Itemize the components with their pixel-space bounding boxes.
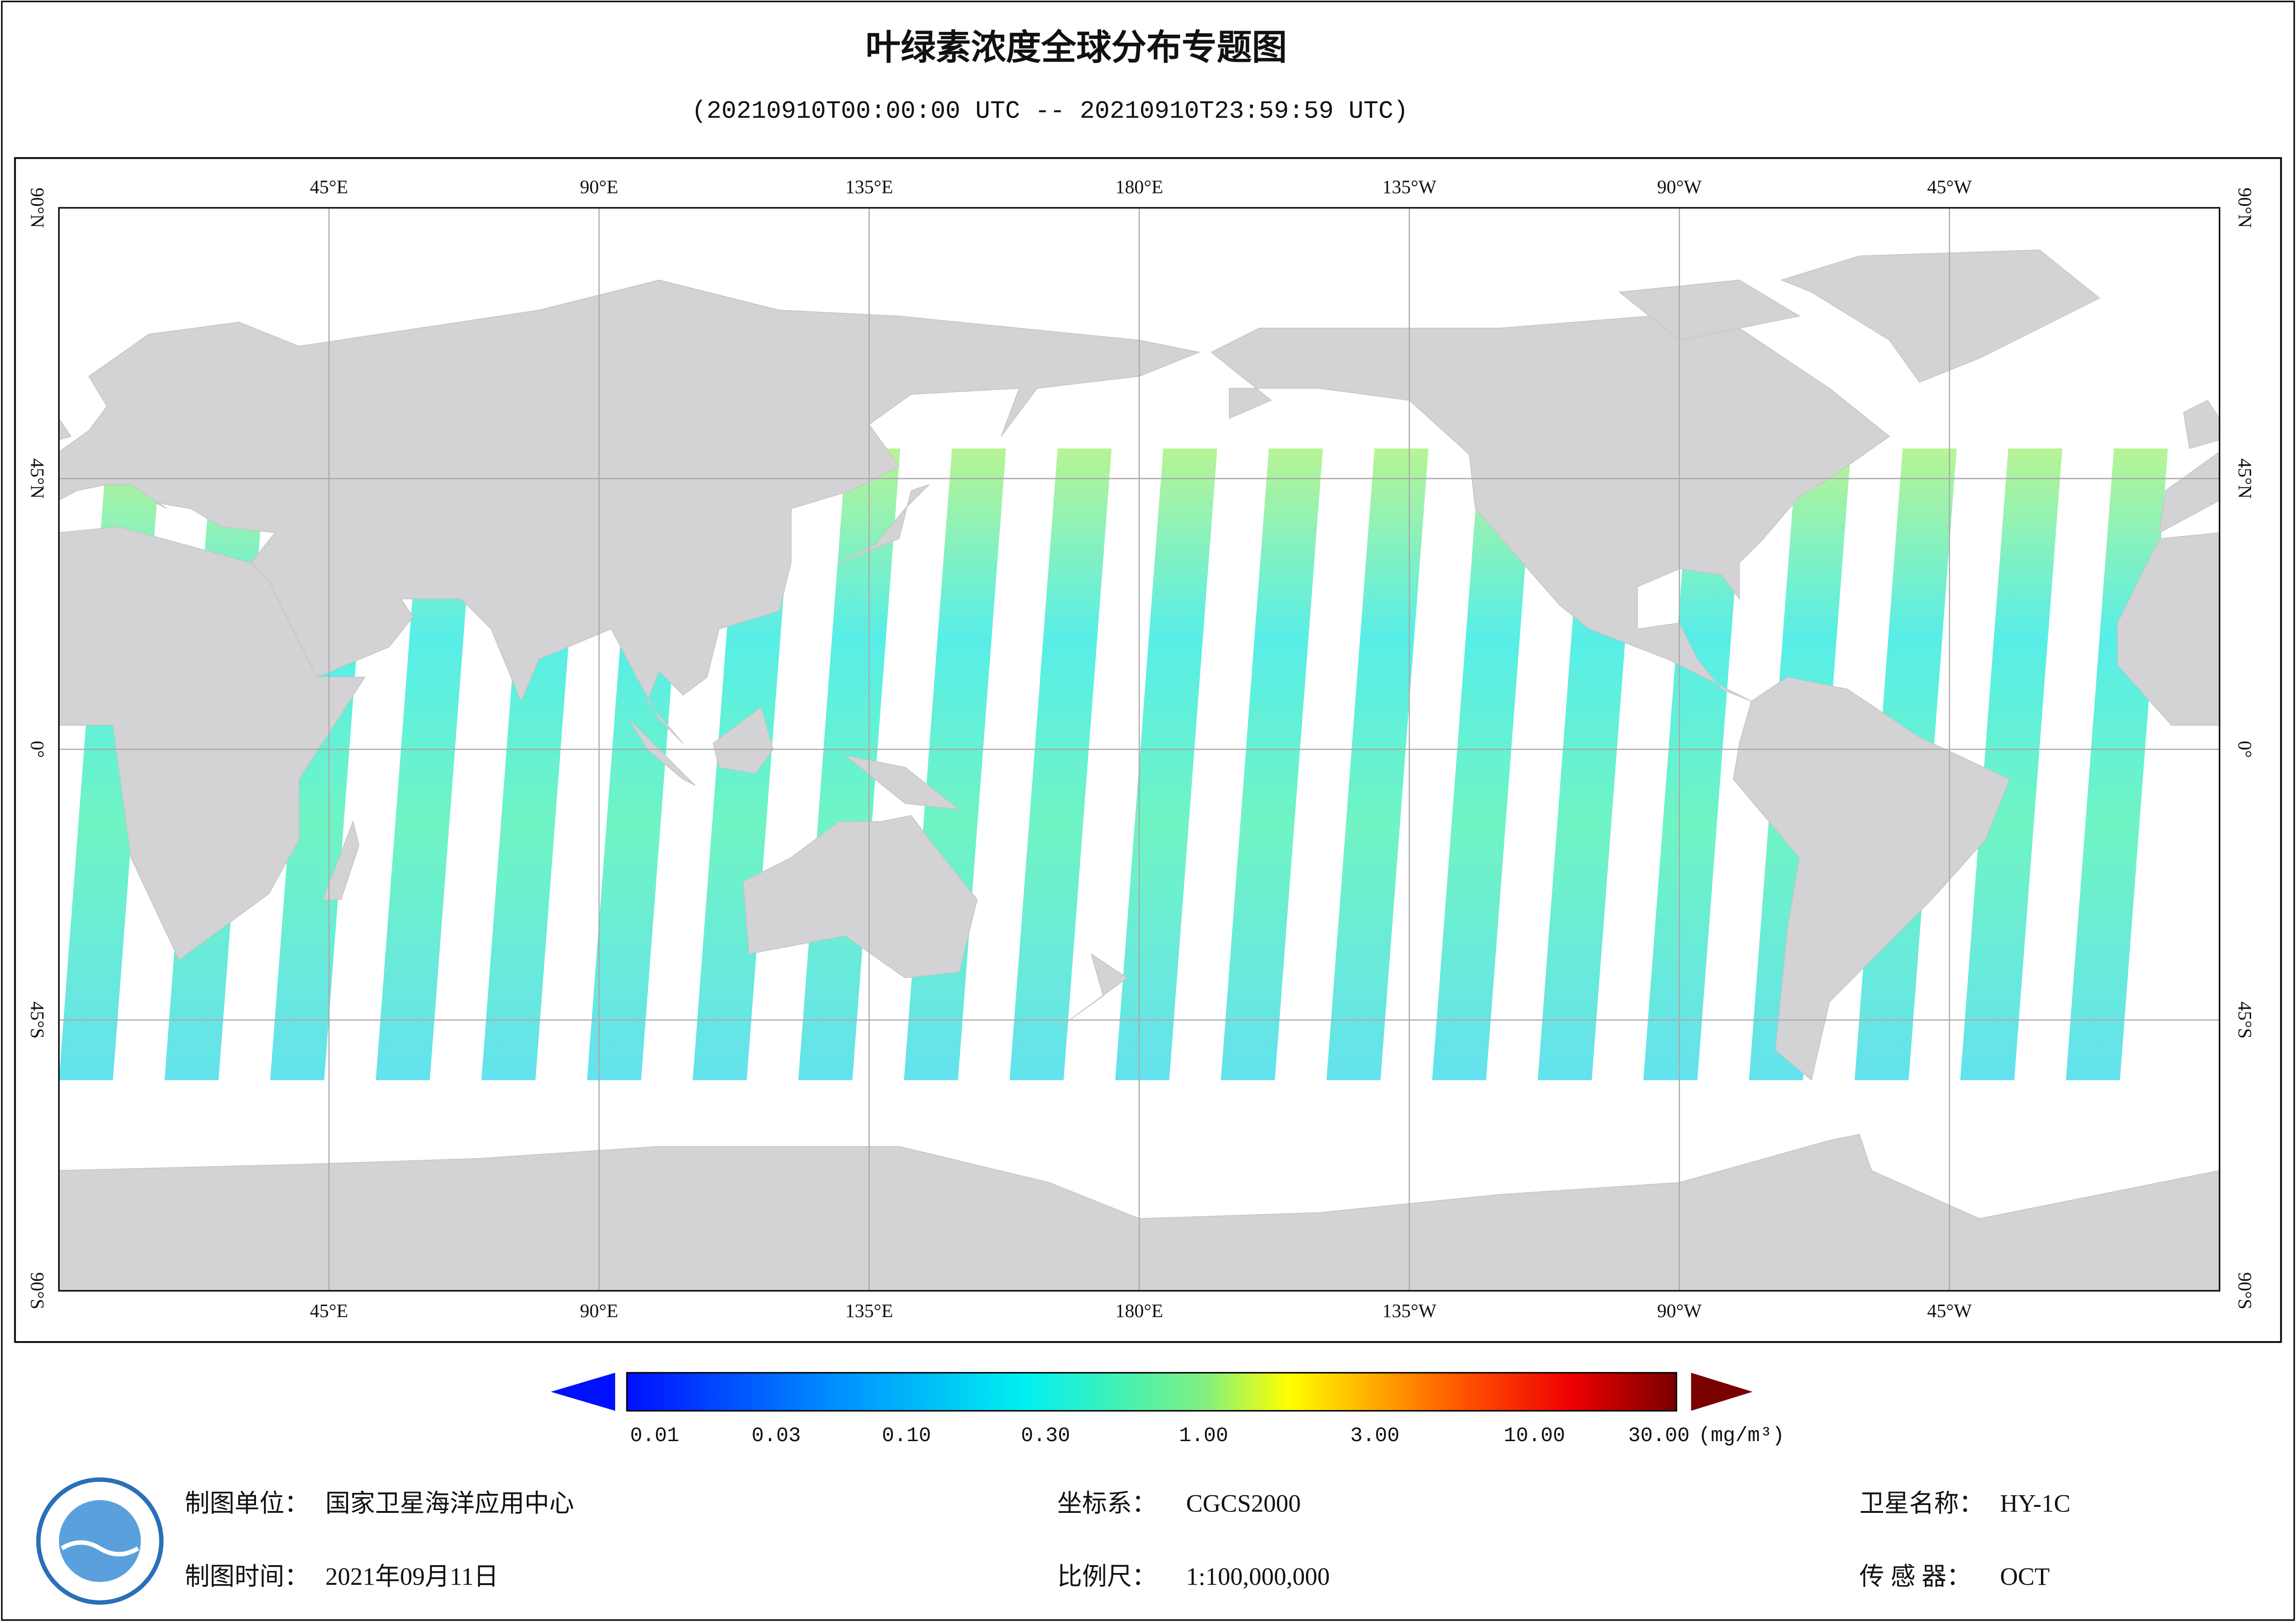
colorbar-label: 10.00 [1504,1424,1565,1448]
footer-label: 坐标系： [1057,1489,1157,1517]
colorbar-unit: (mg/m³) [1698,1424,1784,1448]
colorbar-label: 3.00 [1350,1424,1399,1448]
footer-label: 卫星名称： [1859,1489,1984,1517]
longitude-label: 90°W [1657,176,1702,197]
satellite-swath [1432,448,1535,1081]
logo-wave [61,1540,139,1557]
latitude-label: 90°N [27,187,48,228]
footer-label: 制图时间： [185,1562,309,1590]
landmass [59,526,366,961]
colorbar-label: 0.30 [1021,1424,1070,1448]
longitude-label: 45°W [1927,176,1972,197]
latitude-label: 90°S [27,1272,48,1309]
latitude-label: 45°N [27,458,48,498]
latitude-label: 45°S [2234,1001,2256,1038]
landmass [59,280,1201,744]
colorbar-label: 0.01 [630,1424,679,1448]
longitude-label: 90°E [580,176,618,197]
satellite-swath [1221,448,1323,1081]
latitude-label: 90°S [2234,1272,2256,1309]
landmass [1733,677,2010,1081]
longitude-label: 180°E [1115,176,1163,197]
latitude-label: 0° [27,741,48,758]
colorbar-label: 0.03 [752,1424,801,1448]
longitude-label: 45°W [1927,1300,1972,1321]
latitude-label: 45°S [27,1001,48,1038]
colorbar-label: 30.00 [1628,1424,1690,1448]
map-area [59,208,2220,1291]
logo [36,1477,164,1605]
subtitle: (20210910T00:00:00 UTC -- 20210910T23:59… [692,98,1408,126]
colorbar-high-arrow [1691,1373,1753,1411]
logo-globe [59,1500,141,1582]
longitude-label: 180°E [1115,1300,1163,1321]
colorbar [626,1372,1678,1412]
footer-value: HY-1C [2000,1489,2070,1517]
landmass [59,417,72,441]
landmass [2183,400,2220,449]
footer-value: 1:100,000,000 [1186,1562,1330,1590]
longitude-label: 90°W [1657,1300,1702,1321]
footer-label: 比例尺： [1057,1562,1157,1590]
footer-value: OCT [2000,1562,2050,1590]
landmass [629,719,696,786]
satellite-swath [1115,448,1217,1081]
longitude-label: 135°W [1382,1300,1436,1321]
footer-label: 传 感 器： [1859,1562,1972,1590]
footer-label: 制图单位： [185,1489,309,1517]
colorbar-low-arrow [550,1373,615,1411]
satellite-swath [1643,448,1746,1081]
colorbar-label: 0.10 [882,1424,931,1448]
landmass [2159,451,2220,534]
landmass [712,706,774,774]
longitude-label: 45°E [310,1300,348,1321]
footer-value: 2021年09月11日 [325,1562,499,1590]
title: 叶绿素浓度全球分布专题图 [866,27,1287,68]
landmass [322,820,360,900]
landmass [742,815,978,978]
footer-value: CGCS2000 [1186,1489,1301,1517]
satellite-swath [1326,448,1429,1081]
map-frame [14,157,2282,1343]
landmass [2117,532,2220,726]
landmass [839,484,930,563]
longitude-label: 135°E [845,176,893,197]
map-border [58,207,2221,1292]
satellite-swath [1960,448,2063,1081]
landmass [1780,249,2100,383]
landmass [845,755,961,810]
longitude-label: 45°E [310,176,348,197]
latitude-label: 90°N [2234,187,2256,228]
longitude-label: 90°E [580,1300,618,1321]
longitude-label: 135°W [1382,176,1436,197]
satellite-swath [375,448,478,1081]
latitude-label: 0° [2234,741,2256,758]
longitude-label: 135°E [845,1300,893,1321]
landmass [1618,280,1801,341]
satellite-swath [1009,448,1112,1081]
footer-value: 国家卫星海洋应用中心 [325,1489,574,1517]
landmass [1061,953,1128,1026]
latitude-label: 45°N [2234,458,2256,498]
colorbar-label: 1.00 [1179,1424,1228,1448]
